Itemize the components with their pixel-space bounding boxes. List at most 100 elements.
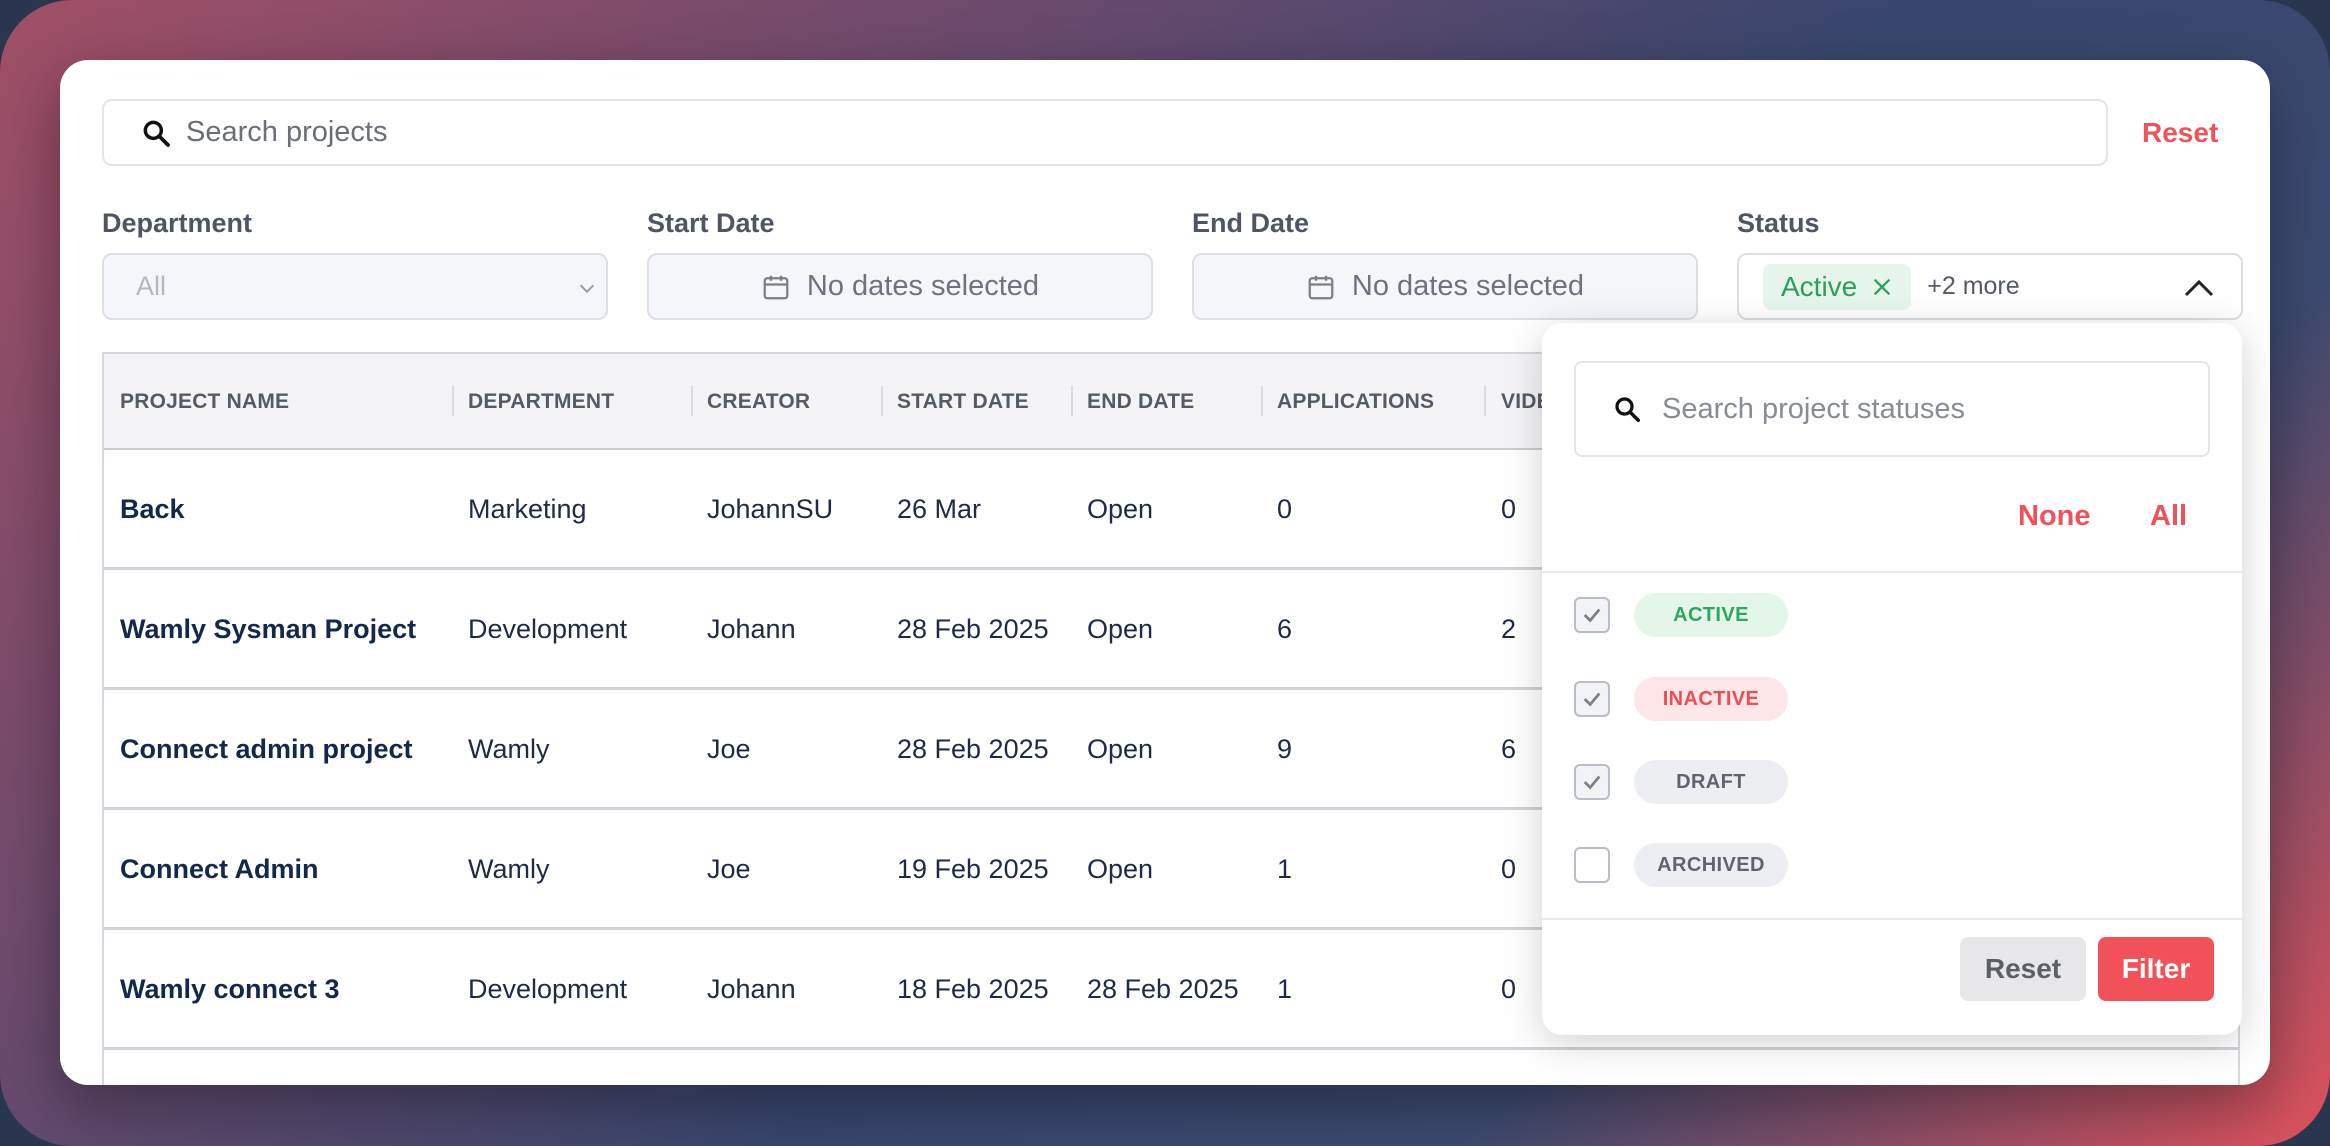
- status-badge: ACTIVE: [1634, 593, 1788, 637]
- creator-cell: Joe: [707, 734, 751, 764]
- check-icon: [1583, 775, 1601, 790]
- department-select[interactable]: All: [102, 253, 608, 320]
- department-value: All: [136, 271, 167, 301]
- check-icon: [1583, 692, 1601, 707]
- department-cell: Development: [468, 614, 628, 644]
- reset-button[interactable]: Reset: [2142, 117, 2219, 148]
- project-name[interactable]: Back: [120, 494, 185, 524]
- start-date-cell: 18 Feb 2025: [897, 974, 1049, 1004]
- search-icon: [1615, 397, 1640, 422]
- divider: [1542, 571, 2242, 573]
- applications-cell: 1: [1277, 974, 1293, 1004]
- status-badge: ARCHIVED: [1634, 843, 1788, 887]
- close-icon[interactable]: [1871, 276, 1893, 298]
- department-cell: Wamly: [468, 854, 550, 884]
- column-divider: [881, 386, 883, 416]
- department-cell: Development: [468, 974, 628, 1004]
- column-divider: [452, 386, 454, 416]
- table-row[interactable]: Wamly Sysman Project Development Johann …: [104, 570, 2238, 690]
- start-date-cell: 28 Feb 2025: [897, 734, 1049, 764]
- videos-cell: 0: [1501, 974, 1517, 1004]
- applications-cell: 9: [1277, 734, 1293, 764]
- status-more-count: +2 more: [1927, 272, 2020, 300]
- end-date-cell: Open: [1087, 734, 1154, 764]
- filter-button[interactable]: Filter: [2098, 937, 2214, 1001]
- applications-cell: 0: [1277, 494, 1293, 524]
- creator-cell: Johann: [707, 614, 796, 644]
- column-header[interactable]: END DATE: [1087, 390, 1195, 413]
- chevron-up-icon[interactable]: [2183, 275, 2215, 301]
- checkbox-unchecked[interactable]: [1574, 847, 1610, 883]
- end-date-picker[interactable]: No dates selected: [1192, 253, 1698, 320]
- status-dropdown: Search project statuses None All ACTIVE …: [1542, 323, 2242, 1035]
- end-date-cell: Open: [1087, 854, 1154, 884]
- column-divider: [1484, 386, 1486, 416]
- search-icon: [143, 120, 170, 147]
- status-option-active[interactable]: ACTIVE: [1574, 593, 1788, 637]
- status-label: Status: [1737, 208, 1820, 238]
- select-none-button[interactable]: None: [2018, 500, 2091, 532]
- column-header[interactable]: APPLICATIONS: [1277, 390, 1435, 413]
- status-badge: INACTIVE: [1634, 677, 1788, 721]
- column-header[interactable]: VIDE: [1501, 390, 1551, 413]
- table-row[interactable]: Connect admin project Wamly Joe 28 Feb 2…: [104, 690, 2238, 810]
- project-name[interactable]: Connect admin project: [120, 734, 413, 764]
- videos-cell: 0: [1501, 494, 1517, 524]
- status-search-input[interactable]: Search project statuses: [1574, 361, 2210, 457]
- table-row[interactable]: Wamly connect 3 Development Johann 18 Fe…: [104, 930, 2238, 1050]
- status-search-placeholder: Search project statuses: [1662, 392, 1966, 425]
- status-chip-active: Active: [1763, 263, 1912, 310]
- applications-cell: 1: [1277, 854, 1293, 884]
- start-date-value: No dates selected: [806, 270, 1040, 302]
- checkbox-checked[interactable]: [1574, 597, 1610, 633]
- end-date-cell: Open: [1087, 494, 1154, 524]
- checkbox-checked[interactable]: [1574, 681, 1610, 717]
- column-header[interactable]: PROJECT NAME: [120, 390, 290, 413]
- column-divider: [1071, 386, 1073, 416]
- calendar-icon: [763, 275, 789, 299]
- start-date-cell: 26 Mar: [897, 494, 982, 524]
- start-date-cell: 19 Feb 2025: [897, 854, 1049, 884]
- column-header[interactable]: DEPARTMENT: [468, 390, 615, 413]
- status-option-inactive[interactable]: INACTIVE: [1574, 677, 1788, 721]
- creator-cell: Joe: [707, 854, 751, 884]
- status-option-archived[interactable]: ARCHIVED: [1574, 843, 1788, 887]
- creator-cell: Johann: [707, 974, 796, 1004]
- videos-cell: 6: [1501, 734, 1517, 764]
- end-date-value: No dates selected: [1351, 270, 1585, 302]
- project-name[interactable]: Wamly Sysman Project: [120, 614, 417, 644]
- search-placeholder: Search projects: [186, 116, 388, 148]
- check-icon: [1583, 608, 1601, 623]
- start-date-picker[interactable]: No dates selected: [647, 253, 1153, 320]
- select-all-button[interactable]: All: [2150, 500, 2188, 532]
- start-date-label: Start Date: [647, 208, 775, 238]
- column-divider: [691, 386, 693, 416]
- calendar-icon: [1308, 275, 1334, 299]
- divider: [1542, 918, 2242, 920]
- dropdown-reset-button[interactable]: Reset: [1960, 937, 2086, 1001]
- table-row[interactable]: Back Marketing JohannSU 26 Mar Open 0 0: [104, 450, 2238, 570]
- column-divider: [1261, 386, 1263, 416]
- status-chip-label: Active: [1781, 270, 1858, 302]
- status-select[interactable]: Active +2 more: [1737, 253, 2243, 320]
- chevron-down-icon: [579, 284, 595, 294]
- creator-cell: JohannSU: [707, 494, 834, 524]
- end-date-cell: 28 Feb 2025: [1087, 974, 1239, 1004]
- project-name[interactable]: Wamly connect 3: [120, 974, 340, 1004]
- project-name[interactable]: Connect Admin: [120, 854, 319, 884]
- department-cell: Marketing: [468, 494, 587, 524]
- videos-cell: 0: [1501, 854, 1517, 884]
- table-row[interactable]: Connect Admin Wamly Joe 19 Feb 2025 Open…: [104, 810, 2238, 930]
- status-badge: DRAFT: [1634, 760, 1788, 804]
- end-date-cell: Open: [1087, 614, 1154, 644]
- applications-cell: 6: [1277, 614, 1293, 644]
- end-date-label: End Date: [1192, 208, 1310, 238]
- checkbox-checked[interactable]: [1574, 764, 1610, 800]
- search-input[interactable]: Search projects: [102, 99, 2108, 166]
- status-option-draft[interactable]: DRAFT: [1574, 760, 1788, 804]
- start-date-cell: 28 Feb 2025: [897, 614, 1049, 644]
- department-cell: Wamly: [468, 734, 550, 764]
- column-header[interactable]: CREATOR: [707, 390, 811, 413]
- column-header[interactable]: START DATE: [897, 390, 1029, 413]
